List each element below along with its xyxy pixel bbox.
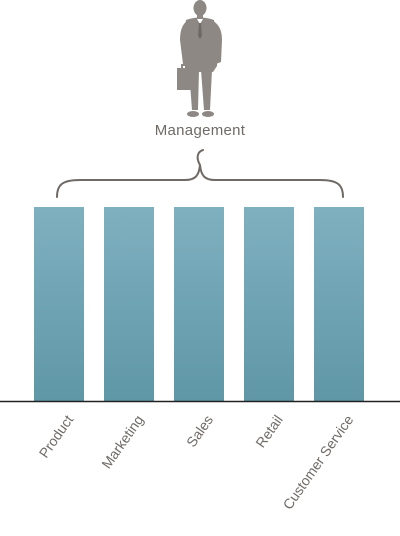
bar-retail — [244, 207, 294, 401]
management-label: Management — [154, 122, 246, 139]
businessman-with-briefcase-icon — [177, 0, 222, 117]
bar-marketing — [104, 207, 154, 401]
curly-brace-icon — [56, 164, 344, 198]
brace-tip — [196, 149, 204, 166]
bar-customer-service — [314, 207, 364, 401]
bar-product — [34, 207, 84, 401]
bar-sales — [174, 207, 224, 401]
